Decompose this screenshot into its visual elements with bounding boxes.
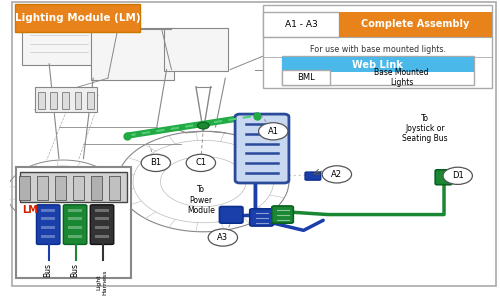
- Text: To
Power
Module: To Power Module: [187, 185, 215, 215]
- Circle shape: [322, 166, 352, 183]
- Text: D1: D1: [452, 171, 464, 180]
- FancyBboxPatch shape: [20, 172, 127, 202]
- FancyBboxPatch shape: [68, 235, 82, 237]
- Text: A1: A1: [268, 127, 279, 136]
- FancyBboxPatch shape: [282, 70, 330, 85]
- FancyBboxPatch shape: [435, 170, 452, 185]
- FancyBboxPatch shape: [235, 114, 289, 183]
- FancyBboxPatch shape: [42, 226, 55, 229]
- FancyBboxPatch shape: [12, 2, 496, 286]
- FancyBboxPatch shape: [95, 235, 109, 237]
- FancyBboxPatch shape: [264, 12, 339, 37]
- Text: B1: B1: [150, 158, 162, 167]
- FancyBboxPatch shape: [305, 172, 320, 180]
- Text: A1 - A3: A1 - A3: [285, 20, 318, 29]
- FancyBboxPatch shape: [42, 235, 55, 237]
- Text: LM: LM: [22, 205, 38, 215]
- FancyBboxPatch shape: [282, 56, 474, 85]
- FancyBboxPatch shape: [15, 4, 140, 32]
- FancyBboxPatch shape: [42, 209, 55, 212]
- FancyBboxPatch shape: [73, 176, 84, 200]
- FancyBboxPatch shape: [74, 92, 82, 109]
- Circle shape: [186, 154, 216, 172]
- Text: Light
Harness: Light Harness: [96, 269, 108, 295]
- Text: Web Link: Web Link: [352, 60, 403, 70]
- Text: Base Mounted
Lights: Base Mounted Lights: [374, 68, 429, 87]
- FancyBboxPatch shape: [64, 205, 87, 244]
- Text: BML: BML: [297, 73, 314, 82]
- Text: Bus: Bus: [44, 263, 52, 277]
- FancyBboxPatch shape: [87, 92, 94, 109]
- FancyBboxPatch shape: [90, 205, 114, 244]
- FancyBboxPatch shape: [220, 207, 243, 223]
- FancyBboxPatch shape: [92, 176, 102, 200]
- Circle shape: [443, 167, 472, 184]
- Text: For use with base mounted lights.: For use with base mounted lights.: [310, 45, 446, 54]
- FancyBboxPatch shape: [95, 226, 109, 229]
- FancyBboxPatch shape: [339, 12, 492, 37]
- FancyBboxPatch shape: [50, 92, 57, 109]
- Text: Bus: Bus: [70, 263, 80, 277]
- FancyBboxPatch shape: [37, 176, 48, 200]
- Text: To
Joystick or
Seating Bus: To Joystick or Seating Bus: [402, 114, 448, 143]
- FancyBboxPatch shape: [68, 217, 82, 220]
- FancyBboxPatch shape: [42, 217, 55, 220]
- Circle shape: [198, 122, 209, 129]
- Text: Lighting Module (LM): Lighting Module (LM): [14, 13, 140, 23]
- Text: Complete Assembly: Complete Assembly: [361, 19, 470, 29]
- FancyBboxPatch shape: [282, 57, 474, 72]
- Text: A2: A2: [332, 170, 342, 179]
- Text: C1: C1: [196, 158, 206, 167]
- Circle shape: [141, 154, 171, 172]
- FancyBboxPatch shape: [110, 176, 120, 200]
- Text: A3: A3: [218, 233, 228, 242]
- FancyBboxPatch shape: [62, 92, 69, 109]
- FancyBboxPatch shape: [95, 217, 109, 220]
- FancyBboxPatch shape: [264, 5, 492, 88]
- FancyBboxPatch shape: [272, 206, 293, 223]
- FancyBboxPatch shape: [55, 176, 66, 200]
- FancyBboxPatch shape: [22, 25, 96, 65]
- Circle shape: [208, 229, 238, 246]
- FancyBboxPatch shape: [95, 209, 109, 212]
- FancyBboxPatch shape: [91, 28, 174, 80]
- FancyBboxPatch shape: [68, 226, 82, 229]
- FancyBboxPatch shape: [16, 167, 131, 278]
- FancyBboxPatch shape: [36, 205, 60, 244]
- FancyBboxPatch shape: [36, 87, 97, 112]
- FancyBboxPatch shape: [38, 92, 45, 109]
- FancyBboxPatch shape: [164, 28, 228, 71]
- FancyBboxPatch shape: [19, 176, 30, 200]
- FancyBboxPatch shape: [68, 209, 82, 212]
- Circle shape: [258, 123, 288, 140]
- FancyBboxPatch shape: [250, 209, 274, 226]
